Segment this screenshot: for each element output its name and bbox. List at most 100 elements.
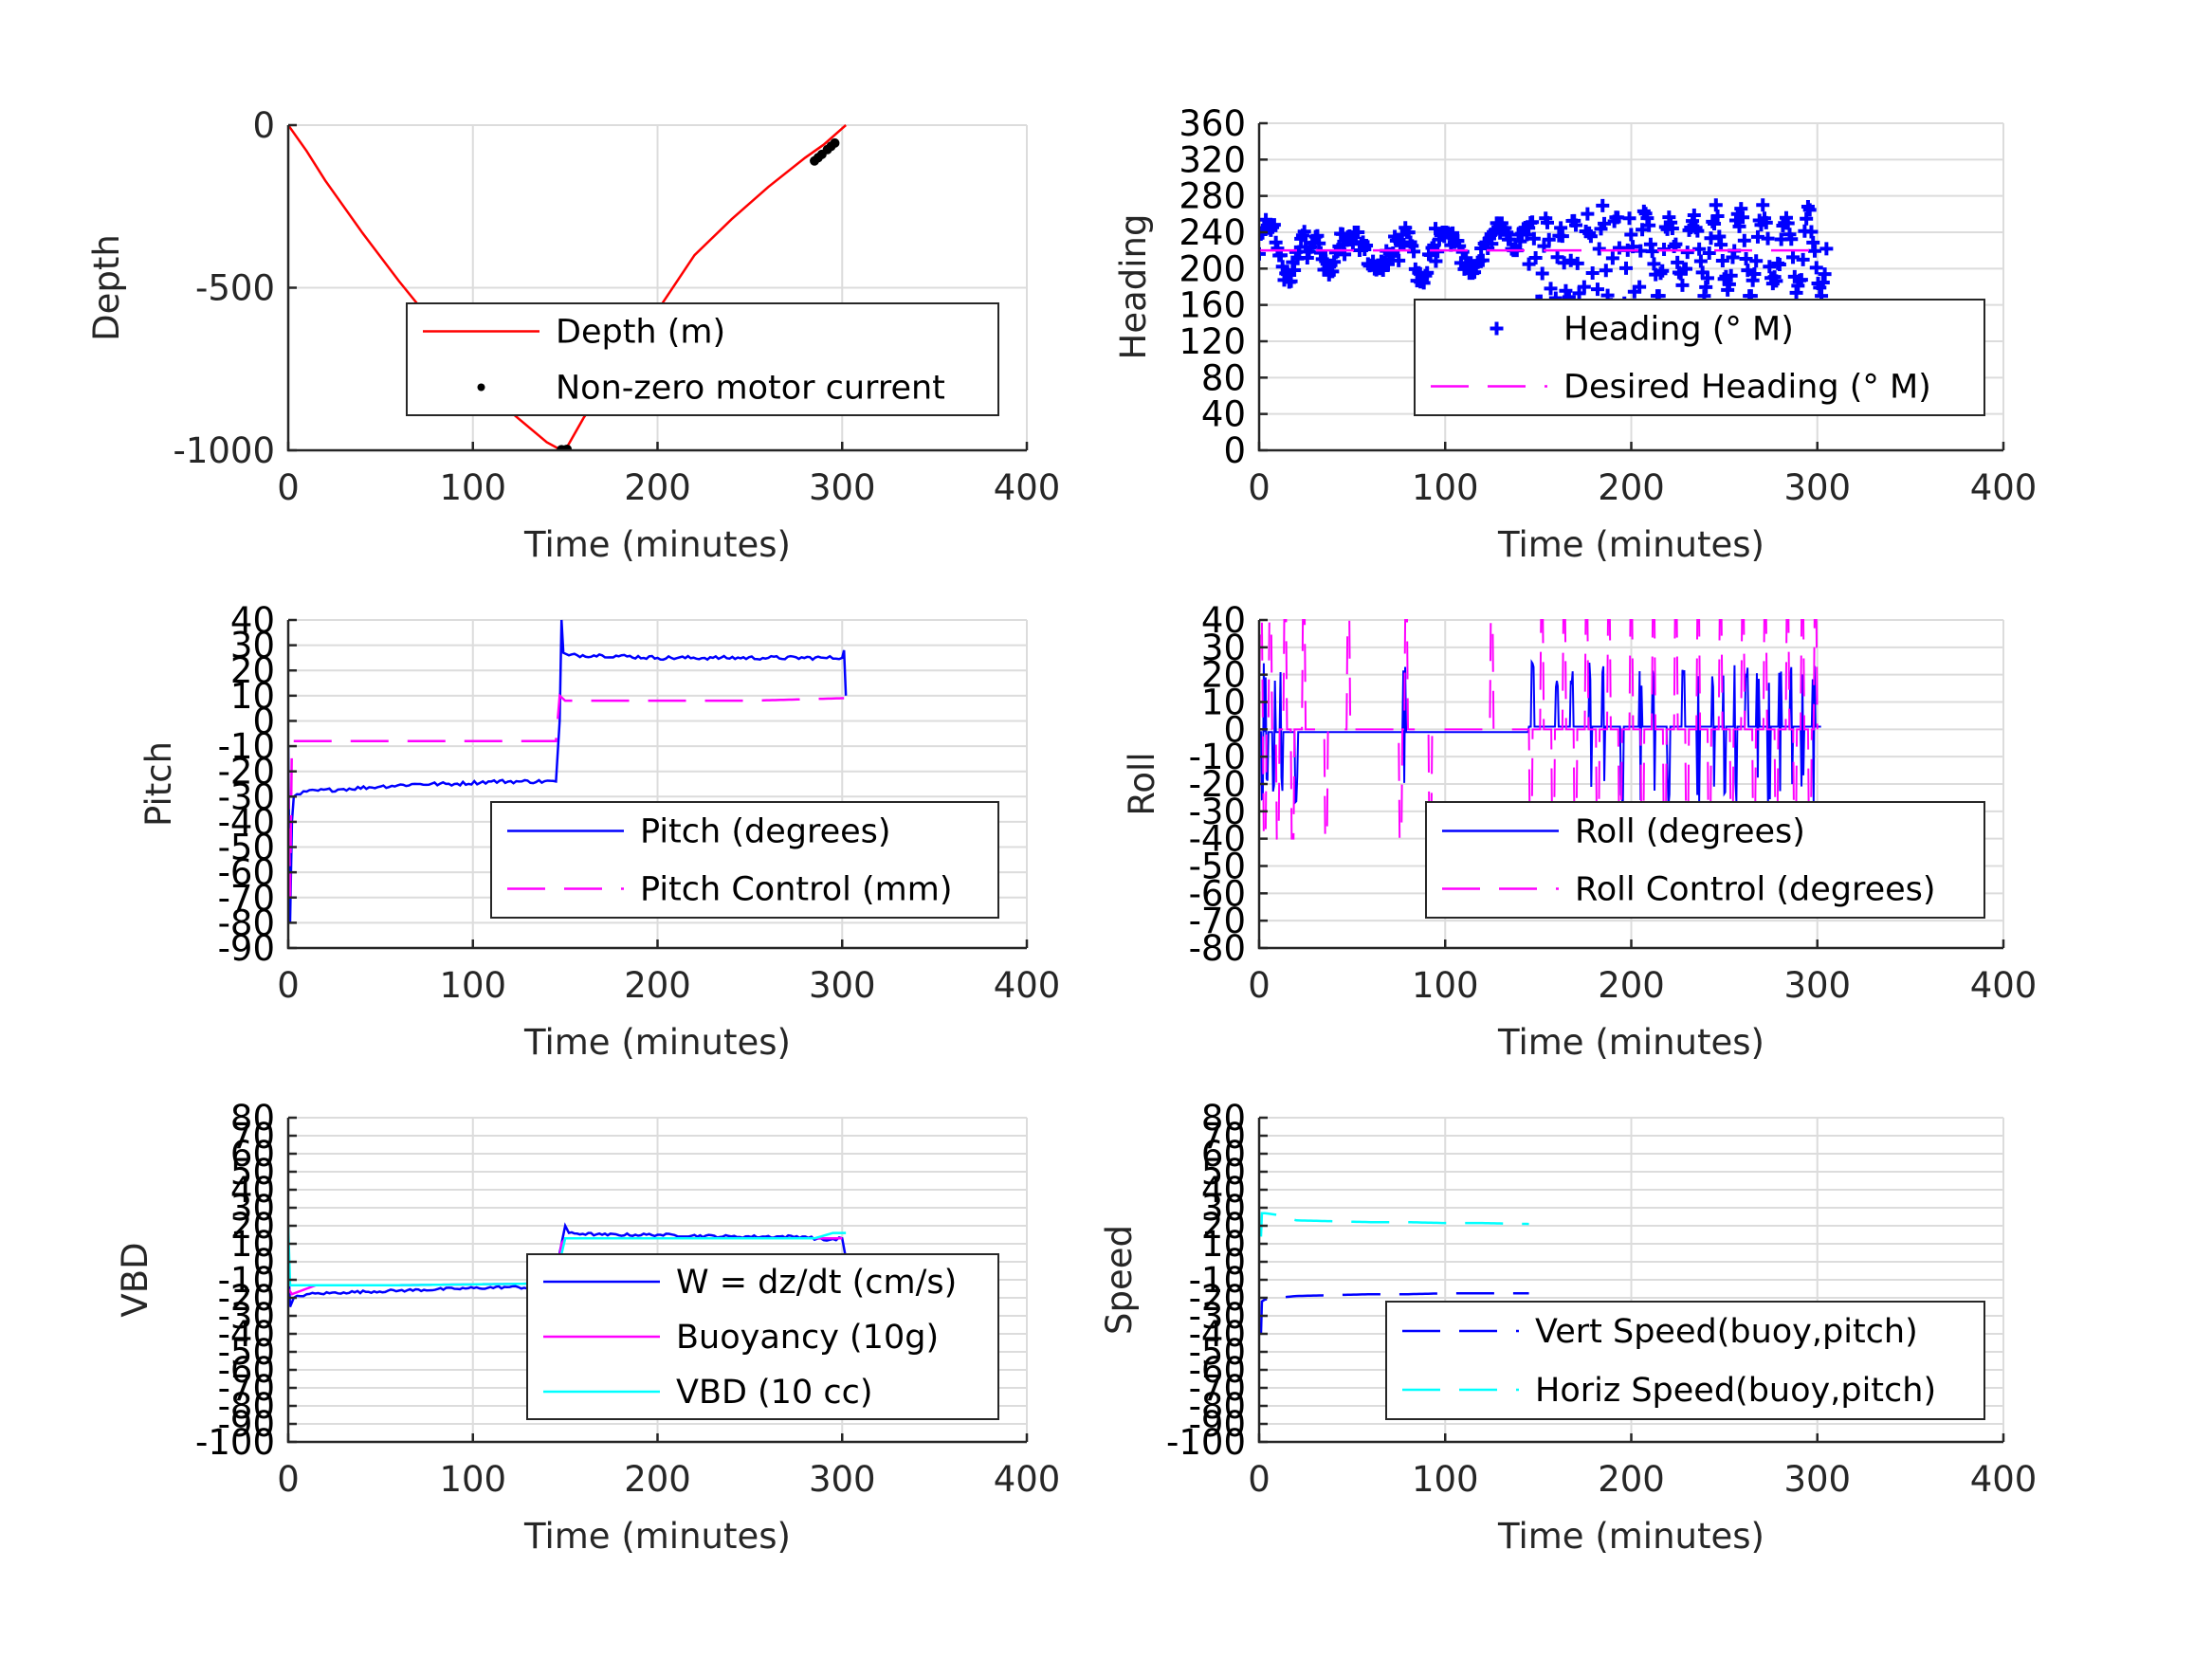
heading-marker (1429, 222, 1443, 236)
heading-marker (1288, 263, 1302, 277)
x-tick-label: 0 (277, 1459, 300, 1500)
heading-marker (1739, 251, 1753, 265)
legend-item: Buoyancy (10g) (543, 1319, 939, 1357)
heading-marker (1585, 266, 1600, 281)
heading-marker (1275, 260, 1289, 274)
heading-marker (1772, 258, 1786, 272)
y-tick-label: 40 (230, 1170, 275, 1211)
heading-marker (1475, 253, 1490, 267)
subplot-roll: 0 100 200 300 400-80-70-60-50-40-30-20-10010… (1122, 600, 2037, 1063)
legend: Heading (° M) Desired Heading (° M) (1414, 299, 1985, 416)
heading-marker (1669, 237, 1683, 251)
heading-marker (1577, 280, 1591, 294)
y-tick-label: -1000 (173, 430, 275, 471)
series-vert-speed-buoy-pitch (1259, 1292, 1529, 1335)
y-tick-label: 70 (1201, 1116, 1246, 1157)
y-tick-label: 30 (230, 626, 275, 666)
legend-item: Desired Heading (° M) (1431, 369, 1931, 407)
legend: Depth (m) Non-zero motor current (406, 302, 999, 416)
y-tick-label: -90 (218, 1404, 275, 1445)
y-tick-label: 50 (230, 1152, 275, 1193)
legend-item: Pitch Control (mm) (507, 871, 952, 909)
heading-marker (1550, 250, 1564, 264)
y-tick-label: -30 (218, 776, 275, 817)
y-tick-label: 240 (1179, 212, 1246, 253)
heading-marker (1737, 233, 1751, 247)
heading-marker (1386, 246, 1400, 261)
x-tick-label: 100 (439, 965, 506, 1006)
subplot-depth: 0 100 200 300 400 -1000 -500 0 Time (minutes) Dep… (86, 105, 1060, 565)
x-axis-label: Time (minutes) (523, 1022, 791, 1063)
heading-marker (1702, 246, 1716, 261)
heading-marker (1732, 219, 1746, 233)
heading-marker (1535, 266, 1549, 281)
heading-marker (1485, 237, 1499, 251)
legend-label: Roll (degrees) (1575, 813, 1805, 851)
y-tick-label: -30 (218, 1296, 275, 1337)
y-tick-label: -30 (1189, 1296, 1246, 1337)
y-tick-label: 40 (1201, 394, 1246, 435)
plot-area (288, 1222, 848, 1307)
heading-marker (1596, 198, 1610, 212)
x-tick-label: 0 (277, 965, 300, 1006)
legend-label: Horiz Speed(buoy,pitch) (1535, 1372, 1936, 1410)
heading-marker (1818, 267, 1832, 282)
legend-box (1425, 801, 1985, 919)
y-tick-label: -50 (1189, 847, 1246, 887)
x-axis-label: Time (minutes) (1497, 524, 1764, 565)
y-tick-label: 0 (1223, 430, 1246, 471)
heading-marker (1583, 229, 1598, 244)
y-axis-label: Pitch (138, 741, 179, 827)
y-tick-label: -80 (218, 902, 275, 943)
x-tick-label: 100 (439, 1459, 506, 1500)
y-tick-label: -20 (1189, 1278, 1246, 1319)
heading-marker (1598, 216, 1612, 230)
y-tick-label: -90 (218, 928, 275, 969)
heading-marker (1624, 228, 1638, 242)
heading-marker (1700, 271, 1714, 285)
x-axis-label: Time (minutes) (1497, 1022, 1764, 1063)
y-tick-label: -40 (218, 1314, 275, 1355)
y-tick-label: -70 (218, 1368, 275, 1409)
heading-marker (1802, 203, 1817, 217)
legend: Vert Speed(buoy,pitch) Horiz Speed(buoy,p… (1385, 1301, 1985, 1420)
legend-item: Non-zero motor current (477, 370, 945, 408)
heading-marker (1297, 225, 1311, 239)
y-tick-label: -40 (1189, 819, 1246, 860)
y-axis-label: VBD (115, 1242, 155, 1317)
heading-marker (1809, 261, 1823, 275)
y-tick-label: 200 (1179, 248, 1246, 289)
x-tick-label: 300 (809, 1459, 876, 1500)
x-tick-label: 300 (1783, 1459, 1851, 1500)
y-tick-label: 10 (1201, 1224, 1246, 1265)
heading-marker (1781, 216, 1795, 230)
y-tick-label: 0 (252, 1242, 275, 1283)
y-tick-label: -500 (195, 268, 275, 309)
x-tick-label: 400 (994, 965, 1061, 1006)
legend: Roll (degrees) Roll Control (degrees) (1425, 801, 1985, 919)
y-tick-label: -70 (1189, 1368, 1246, 1409)
plot-area (288, 619, 848, 923)
heading-marker (1420, 265, 1435, 280)
heading-marker (1259, 246, 1266, 261)
legend-item: Heading (° M) (1490, 311, 1794, 349)
heading-marker (1526, 231, 1541, 246)
y-axis-label: Heading (1113, 214, 1154, 360)
heading-marker (1599, 264, 1613, 278)
heading-marker (1563, 253, 1578, 267)
y-tick-label: 0 (1223, 709, 1246, 750)
y-tick-label: -80 (1189, 1386, 1246, 1427)
heading-marker (1522, 257, 1536, 271)
heading-marker (1570, 256, 1584, 270)
legend-label: Desired Heading (° M) (1563, 369, 1931, 407)
heading-marker (1581, 207, 1595, 221)
legend-box (490, 801, 999, 919)
y-tick-label: 120 (1179, 321, 1246, 362)
x-tick-label: 400 (1970, 965, 2038, 1006)
subplot-heading: 0 100 200 300 40004080120160200240280320360T… (1113, 103, 2037, 565)
x-tick-label: 0 (1248, 1459, 1271, 1500)
y-tick-label: 20 (230, 1206, 275, 1247)
x-tick-label: 100 (439, 467, 506, 508)
subplot-speed: 0 100 200 300 400-100-90-80-70-60-50-40-30-2… (1099, 1098, 2037, 1557)
x-axis-label: Time (minutes) (523, 524, 791, 565)
